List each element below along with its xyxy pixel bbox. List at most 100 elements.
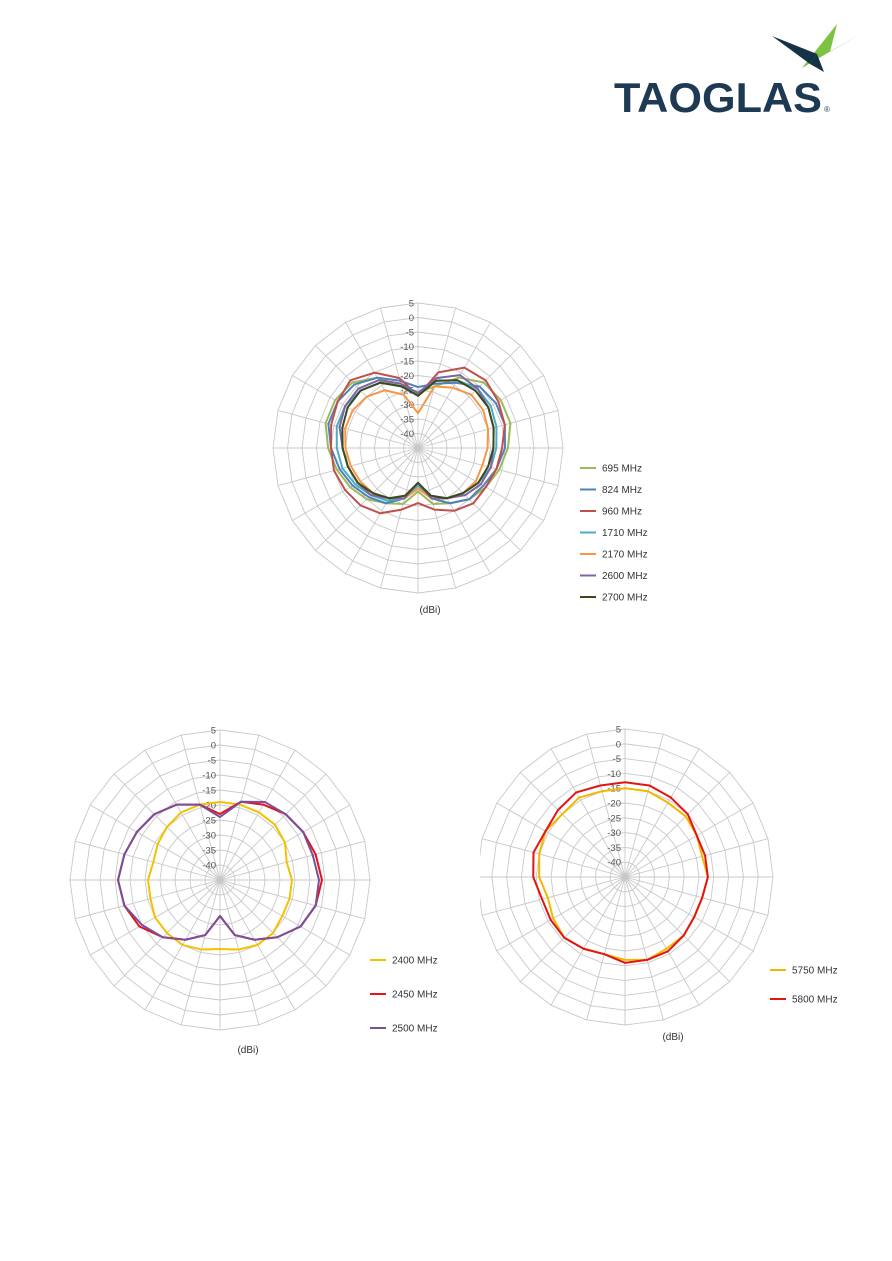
polar-grid (480, 728, 774, 1026)
legend: 5750 MHz 5800 MHz (770, 966, 838, 1006)
unit-label: (dBi) (662, 1032, 683, 1043)
radial-tick-label: -25 (202, 816, 216, 827)
radial-tick-label: 0 (616, 739, 621, 750)
radial-tick-label: -20 (202, 801, 216, 812)
radial-tick-label: -5 (208, 756, 216, 767)
legend-label: 824 MHz (602, 485, 642, 496)
logo-star-dark-lower (810, 54, 824, 72)
grid-spoke (345, 322, 419, 449)
grid-spoke (481, 838, 626, 878)
legend-label: 2500 MHz (392, 1024, 438, 1035)
series-line (147, 801, 293, 951)
polar-grid (272, 302, 564, 594)
radial-tick-label: -25 (607, 813, 621, 824)
grid-spoke (89, 804, 221, 881)
legend-label: 5750 MHz (792, 966, 838, 977)
logo-mark: TAOGLAS ® (614, 24, 860, 121)
legend-label: 2170 MHz (602, 550, 648, 561)
grid-spoke (496, 802, 626, 878)
grid-spoke (624, 802, 754, 878)
grid-spoke (550, 748, 626, 878)
series-line (330, 366, 506, 515)
grid-spoke (624, 772, 730, 878)
grid-spoke (624, 838, 769, 878)
grid-spoke (219, 734, 260, 881)
grid-spoke (292, 375, 419, 449)
grid-spoke (417, 322, 491, 449)
series-line (324, 376, 512, 506)
logo-star-dark (772, 36, 817, 64)
legend-label: 2400 MHz (392, 956, 438, 967)
grid-spoke (550, 876, 626, 1006)
grid-spoke (180, 879, 221, 1026)
grid-spoke (520, 876, 626, 982)
radial-tick-label: 0 (409, 313, 414, 324)
grid-spoke (74, 879, 221, 920)
grid-spoke (624, 876, 730, 982)
legend-label: 960 MHz (602, 507, 642, 518)
radial-tick-label: -25 (400, 386, 414, 397)
legend: 2400 MHz 2450 MHz 2500 MHz (370, 956, 438, 1035)
grid-spoke (219, 879, 260, 1026)
radial-tick-label: -30 (400, 400, 414, 411)
grid-spoke (219, 879, 351, 956)
series-line (532, 781, 709, 964)
radial-tick-label: -40 (400, 429, 414, 440)
radiation-pattern-chart-lte: 5 0 -5 -10 -15 -20 -25 -30 -35 -40 695 MHz 824 MHz 9… (230, 280, 680, 625)
grid-spoke (417, 447, 456, 589)
radial-tick-label: -10 (607, 769, 621, 780)
radial-tick-label: -40 (202, 861, 216, 872)
radial-tick-labels: 5 0 -5 -10 -15 -20 -25 -30 -35 -40 (400, 299, 414, 441)
grid-spoke (520, 772, 626, 878)
radial-tick-label: 5 (211, 726, 216, 737)
legend-label: 5800 MHz (792, 995, 838, 1006)
radiation-pattern-chart-2400: 5 0 -5 -10 -15 -20 -25 -30 -35 -40 2400 MHz 2450 MH… (60, 725, 460, 1065)
series-line (117, 800, 320, 941)
legend-label: 2700 MHz (602, 593, 648, 604)
radial-tick-label: -40 (607, 858, 621, 869)
grid-spoke (496, 876, 626, 952)
radiation-pattern-chart-5800: 5 0 -5 -10 -15 -20 -25 -30 -35 -40 5750 MHz 5800 MH… (480, 720, 860, 1050)
grid-spoke (219, 773, 327, 881)
series-line (341, 379, 495, 500)
grid-spoke (586, 733, 626, 878)
radial-tick-label: -10 (400, 342, 414, 353)
polar-grid (69, 729, 371, 1031)
legend-label: 2600 MHz (602, 571, 648, 582)
grid-spoke (586, 876, 626, 1021)
radial-tick-label: -35 (400, 415, 414, 426)
unit-label: (dBi) (237, 1045, 258, 1056)
grid-spoke (74, 840, 221, 881)
grid-spoke (624, 876, 754, 952)
grid-spoke (481, 876, 626, 916)
radial-tick-label: -10 (202, 771, 216, 782)
radial-tick-labels: 5 0 -5 -10 -15 -20 -25 -30 -35 -40 (202, 726, 216, 872)
radial-tick-label: 5 (616, 725, 621, 736)
grid-spoke (624, 748, 700, 878)
legend-label: 695 MHz (602, 464, 642, 475)
radial-tick-label: -5 (613, 754, 621, 765)
grid-spoke (624, 876, 700, 1006)
radial-tick-label: -30 (202, 831, 216, 842)
logo-wordmark: TAOGLAS (614, 74, 822, 117)
radial-tick-label: -20 (607, 799, 621, 810)
grid-spoke (624, 733, 664, 878)
radial-tick-label: -35 (202, 846, 216, 857)
unit-label: (dBi) (419, 605, 440, 616)
polar-plot: 5 0 -5 -10 -15 -20 -25 -30 -35 -40 695 MHz 824 MHz 9… (272, 299, 648, 616)
grid-spoke (624, 876, 664, 1021)
grid-spoke (219, 879, 366, 920)
grid-spoke (219, 749, 296, 881)
logo-registered: ® (824, 105, 830, 114)
grid-spoke (345, 447, 419, 574)
grid-spoke (417, 375, 544, 449)
radial-tick-label: -35 (607, 843, 621, 854)
legend: 695 MHz 824 MHz 960 MHz 1710 MHz 2170 MHz 260… (580, 464, 648, 604)
series-line (344, 385, 490, 500)
grid-spoke (219, 840, 366, 881)
radial-tick-label: -15 (202, 786, 216, 797)
grid-spoke (380, 447, 419, 589)
radial-tick-label: 0 (211, 741, 216, 752)
grid-spoke (180, 734, 221, 881)
radial-tick-label: -5 (406, 328, 414, 339)
